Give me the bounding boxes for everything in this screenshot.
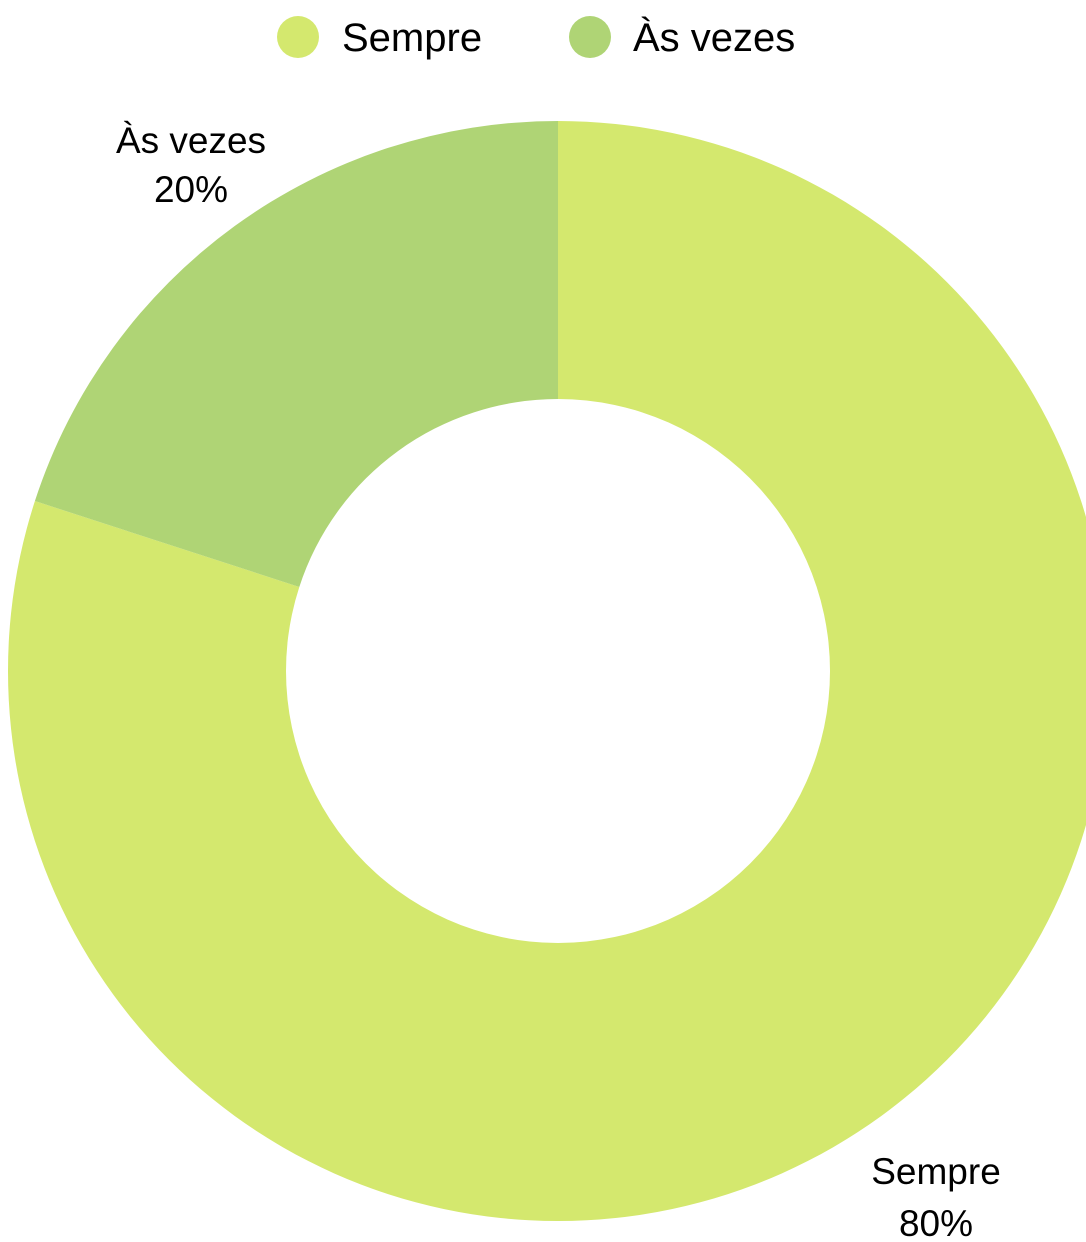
chart-legend: Sempre Às vezes [277,15,795,60]
slice-label-sempre-percent: 80% [899,1203,973,1242]
legend-label-sempre: Sempre [342,16,482,60]
legend-label-as-vezes: Às vezes [633,15,795,60]
slice-sempre [8,121,1086,1221]
slice-label-sempre-name: Sempre [871,1151,1001,1192]
legend-marker-sempre [277,16,319,58]
slice-labels: Sempre 80% Às vezes 20% [116,120,1001,1242]
slice-label-as-vezes-name: Às vezes [116,120,266,161]
slice-label-as-vezes-percent: 20% [154,169,228,210]
donut-slices [8,121,1086,1221]
slice-as-vezes [34,121,558,587]
legend-marker-as-vezes [569,16,611,58]
